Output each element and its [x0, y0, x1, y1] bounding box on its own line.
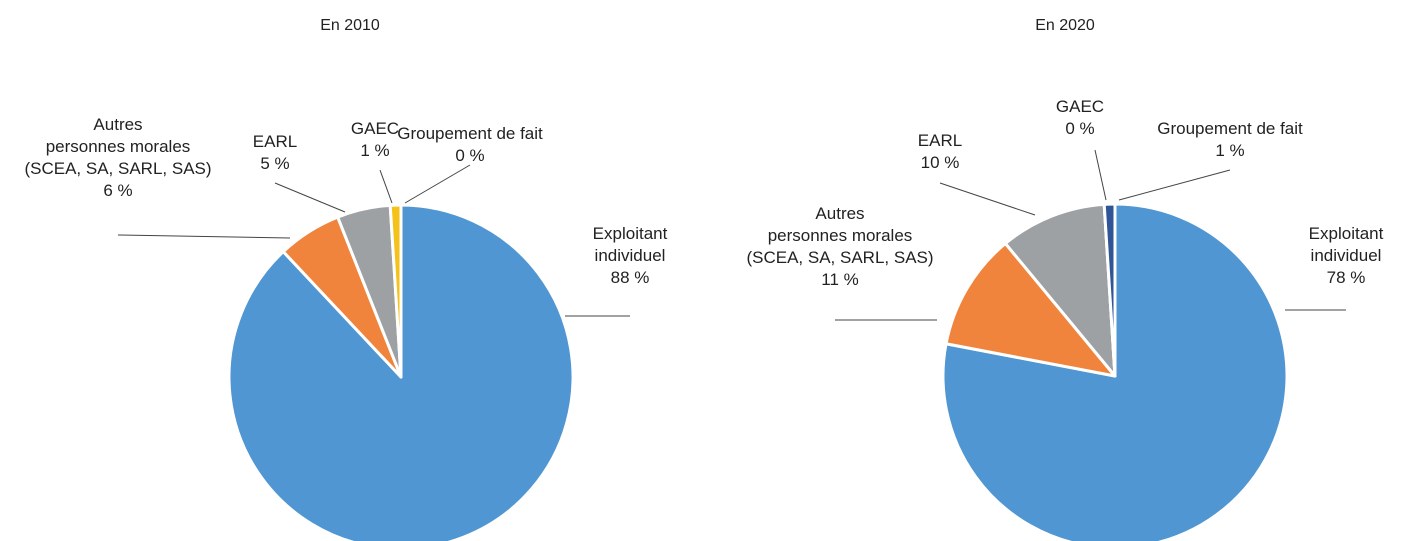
value-label: 6 %	[103, 181, 133, 200]
value-label: 1 %	[360, 141, 390, 160]
category-label: Autres personnes morales (SCEA, SA, SARL…	[24, 115, 212, 178]
leader-line	[274, 182, 346, 213]
category-label: EARL	[252, 132, 298, 151]
category-label: Autres personnes morales (SCEA, SA, SARL…	[746, 204, 934, 267]
pie-slice	[944, 241, 1117, 378]
data-label: Autres personnes morales (SCEA, SA, SARL…	[746, 203, 933, 291]
data-label: Groupement de fait 0 %	[397, 123, 543, 167]
leader-line	[1118, 169, 1231, 201]
data-label: Autres personnes morales (SCEA, SA, SARL…	[24, 114, 211, 202]
value-label: 10 %	[920, 153, 960, 172]
data-label: Groupement de fait 1 %	[1157, 118, 1303, 162]
pie-slice	[227, 203, 575, 541]
category-label: Exploitant individuel	[1308, 224, 1384, 265]
data-label: Exploitant individuel 78 %	[1309, 223, 1384, 289]
value-label: 0 %	[455, 146, 485, 165]
leader-line	[379, 169, 393, 204]
category-label: Exploitant individuel	[592, 224, 668, 265]
category-label: GAEC	[350, 119, 400, 138]
category-label: Groupement de fait	[1157, 119, 1303, 138]
chart-title: En 2010	[320, 17, 380, 34]
value-label: 1 %	[1215, 141, 1245, 160]
value-label: 11 %	[821, 270, 859, 289]
category-label: GAEC	[1055, 97, 1105, 116]
data-label: EARL 10 %	[918, 130, 962, 174]
leader-line	[404, 164, 471, 204]
value-label: 78 %	[1326, 268, 1366, 287]
pie-slice	[1003, 202, 1117, 378]
pie-slice	[1102, 202, 1117, 378]
data-label: GAEC 0 %	[1056, 96, 1104, 140]
category-label: Groupement de fait	[397, 124, 543, 143]
value-label: 0 %	[1065, 119, 1095, 138]
leader-line	[117, 234, 291, 239]
value-label: 5 %	[260, 154, 290, 173]
leader-line	[939, 182, 1036, 216]
value-label: 88 %	[610, 268, 650, 287]
chart-title: En 2020	[1035, 17, 1095, 34]
data-label: EARL 5 %	[253, 131, 297, 175]
data-label: GAEC 1 %	[351, 118, 399, 162]
category-label: EARL	[917, 131, 963, 150]
leader-line	[1094, 149, 1107, 201]
data-label: Exploitant individuel 88 %	[593, 223, 668, 289]
